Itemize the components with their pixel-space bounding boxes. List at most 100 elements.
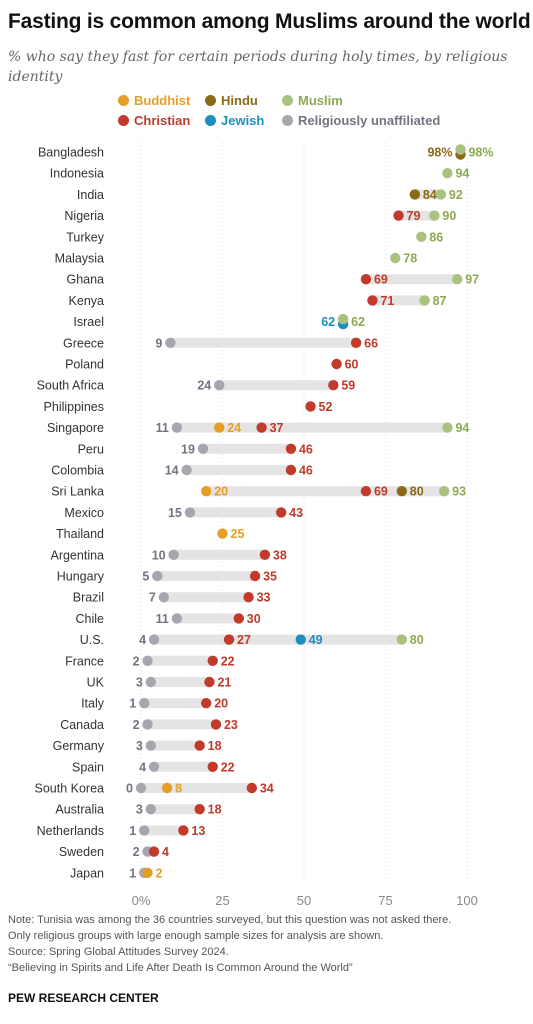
value-label-nigeria-christian: 79 bbox=[407, 209, 421, 223]
value-label-bangladesh-hindu: 98% bbox=[427, 146, 452, 160]
value-label-spain-christian: 22 bbox=[221, 760, 235, 774]
dot-philippines-christian bbox=[305, 401, 316, 412]
country-label-india: India bbox=[77, 188, 104, 202]
value-label-philippines-christian: 52 bbox=[319, 400, 333, 414]
country-label-bangladesh: Bangladesh bbox=[38, 146, 104, 160]
dot-brazil-unaffiliated bbox=[158, 592, 170, 603]
dot-argentina-christian bbox=[259, 549, 271, 560]
footer-report: “Believing in Spirits and Life After Dea… bbox=[8, 962, 353, 974]
x-tick-label: 25 bbox=[215, 893, 229, 905]
dot-south-africa-christian bbox=[328, 380, 339, 391]
value-label-israel-muslim: 62 bbox=[351, 315, 365, 329]
dot-hungary-christian bbox=[249, 570, 261, 582]
legend-unaffiliated-label: Religiously unaffiliated bbox=[298, 113, 441, 128]
value-label-france-christian: 22 bbox=[221, 654, 235, 668]
value-label-hungary-christian: 35 bbox=[263, 570, 277, 584]
dot-colombia-unaffiliated bbox=[181, 464, 192, 476]
value-label-brazil-christian: 33 bbox=[257, 591, 271, 605]
dot-australia-unaffiliated bbox=[145, 804, 156, 815]
country-label-philippines: Philippines bbox=[44, 400, 104, 414]
country-label-chile: Chile bbox=[76, 612, 105, 626]
value-label-netherlands-christian: 13 bbox=[191, 824, 205, 838]
dot-malaysia-muslim bbox=[390, 252, 401, 264]
dot-mexico-unaffiliated bbox=[184, 507, 196, 518]
country-label-hungary: Hungary bbox=[57, 570, 105, 584]
value-label-singapore-muslim: 94 bbox=[455, 421, 469, 435]
dot-sri-lanka-hindu bbox=[396, 486, 407, 497]
country-label-spain: Spain bbox=[72, 760, 104, 774]
value-label-germany-unaffiliated: 3 bbox=[136, 739, 143, 753]
dot-chile-unaffiliated bbox=[171, 613, 183, 624]
value-label-australia-unaffiliated: 3 bbox=[136, 803, 143, 817]
value-label-singapore-buddhist: 24 bbox=[227, 421, 241, 435]
value-label-u-s-muslim: 80 bbox=[410, 633, 424, 647]
dot-peru-christian bbox=[285, 443, 297, 454]
country-label-mexico: Mexico bbox=[64, 506, 104, 520]
value-label-italy-unaffiliated: 1 bbox=[129, 697, 136, 711]
value-label-mexico-christian: 43 bbox=[289, 506, 303, 520]
country-label-turkey: Turkey bbox=[66, 230, 104, 244]
dot-spain-christian bbox=[207, 761, 218, 772]
dot-u-s-unaffiliated bbox=[148, 634, 160, 645]
dot-u-s-jewish bbox=[295, 634, 306, 645]
value-label-sri-lanka-muslim: 93 bbox=[452, 485, 466, 499]
value-label-germany-christian: 18 bbox=[208, 739, 222, 753]
dot-poland-christian bbox=[331, 358, 342, 370]
dot-sri-lanka-muslim bbox=[438, 486, 450, 497]
value-label-australia-christian: 18 bbox=[208, 803, 222, 817]
legend-buddhist-swatch bbox=[118, 95, 129, 106]
value-label-israel-jewish: 62 bbox=[321, 315, 335, 329]
value-label-hungary-unaffiliated: 5 bbox=[142, 570, 149, 584]
value-label-south-korea-unaffiliated: 0 bbox=[126, 782, 133, 796]
legend-unaffiliated-swatch bbox=[282, 115, 293, 126]
value-label-kenya-muslim: 87 bbox=[433, 294, 447, 308]
legend-christian-swatch bbox=[118, 115, 129, 126]
value-label-nigeria-muslim: 90 bbox=[442, 209, 456, 223]
dot-sri-lanka-christian bbox=[360, 486, 372, 497]
value-label-sri-lanka-christian: 69 bbox=[374, 485, 388, 499]
dot-nigeria-christian bbox=[393, 210, 404, 221]
value-label-bangladesh-muslim: 98% bbox=[468, 146, 493, 160]
dot-canada-unaffiliated bbox=[142, 719, 153, 730]
value-label-sri-lanka-buddhist: 20 bbox=[214, 485, 228, 499]
country-label-israel: Israel bbox=[73, 315, 104, 329]
legend-muslim: Muslim bbox=[282, 93, 343, 108]
value-label-thailand-buddhist: 25 bbox=[231, 527, 245, 541]
legend-christian: Christian bbox=[118, 113, 190, 128]
value-label-greece-unaffiliated: 9 bbox=[155, 336, 162, 350]
value-label-kenya-christian: 71 bbox=[380, 294, 394, 308]
dot-singapore-buddhist bbox=[214, 422, 225, 433]
country-label-italy: Italy bbox=[81, 697, 105, 711]
brand-name: PEW RESEARCH CENTER bbox=[8, 991, 159, 1005]
dot-turkey-muslim bbox=[416, 231, 427, 242]
value-label-netherlands-unaffiliated: 1 bbox=[129, 824, 136, 838]
x-tick-label: 75 bbox=[378, 893, 392, 905]
value-label-sri-lanka-hindu: 80 bbox=[410, 485, 424, 499]
value-label-singapore-unaffiliated: 11 bbox=[156, 421, 169, 435]
legend-muslim-label: Muslim bbox=[298, 93, 343, 108]
legend-hindu-swatch bbox=[205, 95, 216, 106]
value-label-uk-christian: 21 bbox=[217, 676, 231, 690]
dot-ghana-christian bbox=[360, 274, 372, 285]
dot-hungary-unaffiliated bbox=[152, 570, 163, 582]
dot-peru-unaffiliated bbox=[197, 443, 209, 454]
dot-kenya-christian bbox=[367, 295, 378, 306]
dot-greece-christian bbox=[350, 337, 362, 348]
legend-jewish-swatch bbox=[205, 115, 216, 126]
dot-france-christian bbox=[207, 655, 218, 666]
country-label-uk: UK bbox=[87, 676, 105, 690]
dot-thailand-buddhist bbox=[217, 528, 228, 539]
value-label-poland-christian: 60 bbox=[345, 358, 359, 372]
country-label-germany: Germany bbox=[53, 739, 105, 753]
country-label-sweden: Sweden bbox=[59, 845, 104, 859]
value-label-south-africa-unaffiliated: 24 bbox=[197, 379, 211, 393]
country-label-argentina: Argentina bbox=[50, 548, 104, 562]
country-label-canada: Canada bbox=[60, 718, 104, 732]
dot-netherlands-christian bbox=[178, 825, 189, 836]
chart-subtitle: % who say they fast for certain periods … bbox=[8, 49, 508, 85]
country-label-poland: Poland bbox=[65, 358, 104, 372]
country-label-indonesia: Indonesia bbox=[50, 167, 104, 181]
dot-singapore-muslim bbox=[442, 422, 453, 433]
dot-uk-unaffiliated bbox=[145, 676, 156, 688]
dot-india-muslim bbox=[435, 189, 447, 200]
